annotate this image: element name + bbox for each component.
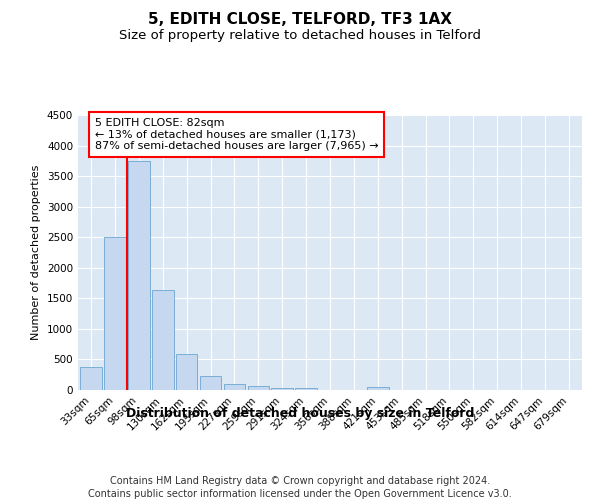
Bar bbox=[271, 388, 293, 390]
Bar bbox=[176, 354, 197, 390]
Text: Size of property relative to detached houses in Telford: Size of property relative to detached ho… bbox=[119, 29, 481, 42]
Text: 5 EDITH CLOSE: 82sqm
← 13% of detached houses are smaller (1,173)
87% of semi-de: 5 EDITH CLOSE: 82sqm ← 13% of detached h… bbox=[95, 118, 379, 152]
Y-axis label: Number of detached properties: Number of detached properties bbox=[31, 165, 41, 340]
Bar bbox=[224, 384, 245, 390]
Bar bbox=[200, 376, 221, 390]
Bar bbox=[248, 386, 269, 390]
Bar bbox=[295, 388, 317, 390]
Bar bbox=[104, 237, 126, 390]
Bar bbox=[367, 386, 389, 390]
Bar bbox=[128, 161, 149, 390]
Bar bbox=[152, 290, 173, 390]
Text: Contains public sector information licensed under the Open Government Licence v3: Contains public sector information licen… bbox=[88, 489, 512, 499]
Text: Contains HM Land Registry data © Crown copyright and database right 2024.: Contains HM Land Registry data © Crown c… bbox=[110, 476, 490, 486]
Text: 5, EDITH CLOSE, TELFORD, TF3 1AX: 5, EDITH CLOSE, TELFORD, TF3 1AX bbox=[148, 12, 452, 28]
Bar bbox=[80, 368, 102, 390]
Text: Distribution of detached houses by size in Telford: Distribution of detached houses by size … bbox=[126, 408, 474, 420]
